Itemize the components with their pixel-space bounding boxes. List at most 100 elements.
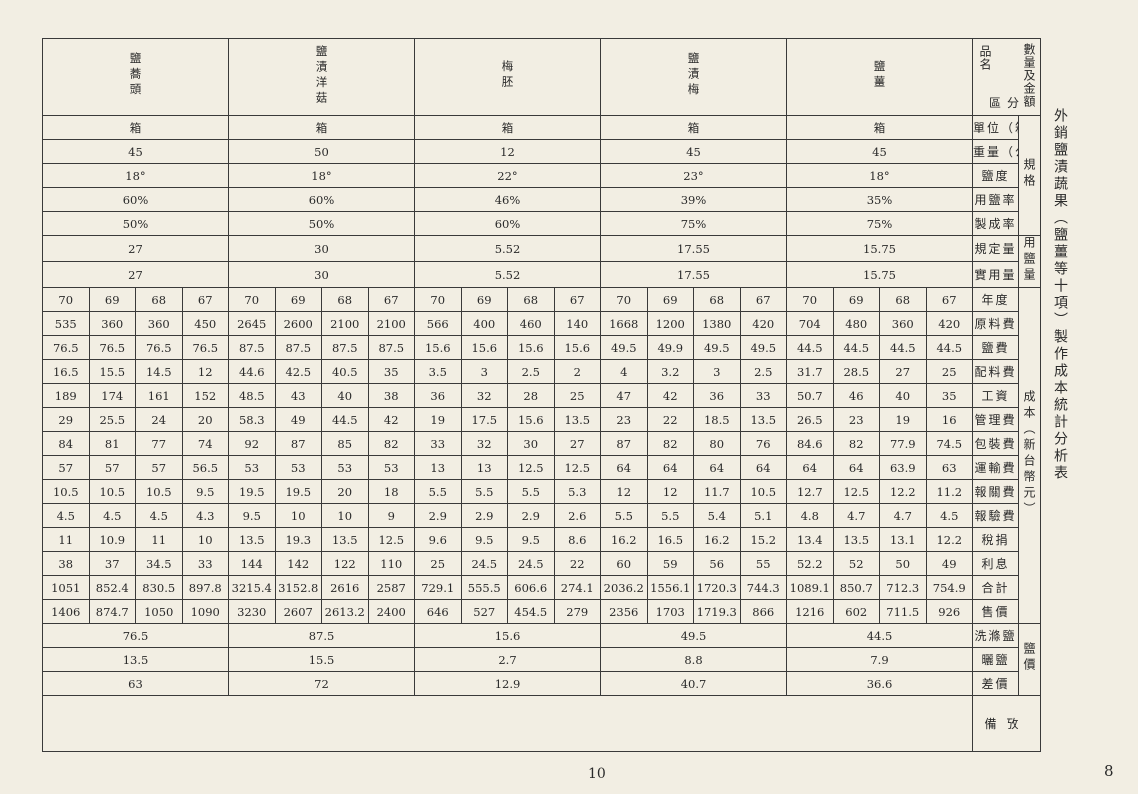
cost-value: 18.5 [693, 407, 741, 432]
cost-value: 49 [274, 407, 322, 432]
year-cell: 67 [181, 287, 229, 312]
cost-value: 19.5 [228, 479, 276, 504]
cost-value: 3.2 [646, 359, 694, 384]
cost-value: 5.5 [460, 479, 508, 504]
product-name: 梅胚 [500, 60, 515, 91]
cost-value: 420 [925, 311, 973, 336]
cost-value: 84.6 [786, 431, 834, 456]
row-label: 曬鹽 [972, 647, 1019, 672]
cost-value: 1719.3 [693, 599, 741, 624]
cost-value: 3215.4 [228, 575, 276, 600]
price-value: 44.5 [786, 623, 973, 648]
cost-value: 50.7 [786, 383, 834, 408]
row-label: 利息 [972, 551, 1019, 576]
cost-value: 1720.3 [693, 575, 741, 600]
cost-value: 76.5 [181, 335, 229, 360]
cost-value: 56 [693, 551, 741, 576]
cost-value: 42.5 [274, 359, 322, 384]
cost-value: 1556.1 [646, 575, 694, 600]
row-label: 配料費 [972, 359, 1019, 384]
cost-value: 64 [693, 455, 741, 480]
cost-value: 19 [879, 407, 927, 432]
spec-value: 27 [42, 261, 229, 288]
cost-value: 2613.2 [321, 599, 369, 624]
spec-value: 5.52 [414, 235, 601, 262]
cost-value: 2.6 [553, 503, 601, 528]
cost-value: 36 [693, 383, 741, 408]
cost-value: 274.1 [553, 575, 601, 600]
cost-value: 10 [321, 503, 369, 528]
cost-value: 1051 [42, 575, 90, 600]
cost-value: 4.5 [925, 503, 973, 528]
cost-value: 87 [274, 431, 322, 456]
cost-value: 44.5 [321, 407, 369, 432]
cost-value: 10.9 [88, 527, 136, 552]
cost-value: 19.5 [274, 479, 322, 504]
spec-value: 35% [786, 187, 973, 212]
cost-value: 13.5 [321, 527, 369, 552]
spec-value: 18° [42, 163, 229, 188]
cost-value: 32 [460, 431, 508, 456]
price-value: 40.7 [600, 671, 787, 696]
cost-value: 13.4 [786, 527, 834, 552]
cost-value: 2100 [367, 311, 415, 336]
cost-value: 42 [646, 383, 694, 408]
group-text: 用鹽量 [1022, 236, 1036, 285]
cost-value: 11.7 [693, 479, 741, 504]
cost-value: 13.5 [739, 407, 787, 432]
cost-value: 57 [42, 455, 90, 480]
spec-value: 60% [42, 187, 229, 212]
row-label: 單位（箱） [972, 115, 1019, 140]
cost-value: 2.9 [460, 503, 508, 528]
cost-value: 174 [88, 383, 136, 408]
cost-row: 10.5 10.5 10.5 9.5 19.5 19.5 20 18 5.5 5.5 5.5 5.3 1… [42, 479, 1041, 504]
cost-value: 12.2 [925, 527, 973, 552]
cost-value: 3.5 [414, 359, 462, 384]
cost-value: 2616 [321, 575, 369, 600]
cost-value: 17.5 [460, 407, 508, 432]
spec-value: 75% [786, 211, 973, 236]
price-value: 49.5 [600, 623, 787, 648]
cost-value: 44.5 [925, 335, 973, 360]
spec-value: 23° [600, 163, 787, 188]
cost-value: 2.5 [739, 359, 787, 384]
cost-value: 9.5 [181, 479, 229, 504]
group-text: 鹽價 [1022, 642, 1036, 674]
row-label: 鹽度 [972, 163, 1019, 188]
cost-value: 87.5 [367, 335, 415, 360]
cost-value: 25 [553, 383, 601, 408]
cost-value: 450 [181, 311, 229, 336]
cost-value: 2036.2 [600, 575, 648, 600]
year-cell: 67 [739, 287, 787, 312]
cost-value: 32 [460, 383, 508, 408]
cost-value: 5.5 [414, 479, 462, 504]
cost-value: 161 [135, 383, 183, 408]
header-division: 區分 [989, 96, 1026, 110]
product-cell: 鹽漬洋菇 [228, 38, 415, 116]
cost-value: 10 [274, 503, 322, 528]
cost-value: 279 [553, 599, 601, 624]
cost-value: 5.3 [553, 479, 601, 504]
cost-value: 2607 [274, 599, 322, 624]
spec-value: 75% [600, 211, 787, 236]
cost-value: 4.5 [42, 503, 90, 528]
cost-value: 76.5 [42, 335, 90, 360]
cost-value: 33 [181, 551, 229, 576]
spec-value: 50% [228, 211, 415, 236]
group-label: 鹽價 [1018, 623, 1041, 696]
cost-value: 9.5 [460, 527, 508, 552]
cost-value: 46 [832, 383, 880, 408]
cost-value: 4.3 [181, 503, 229, 528]
cost-value: 1668 [600, 311, 648, 336]
year-cell: 70 [600, 287, 648, 312]
spec-value: 27 [42, 235, 229, 262]
cost-value: 28 [507, 383, 555, 408]
cost-value: 11 [42, 527, 90, 552]
cost-value: 13.1 [879, 527, 927, 552]
cost-value: 2600 [274, 311, 322, 336]
spec-value: 12 [414, 139, 601, 164]
cost-value: 729.1 [414, 575, 462, 600]
cost-value: 64 [739, 455, 787, 480]
cost-value: 10.5 [42, 479, 90, 504]
spec-value: 30 [228, 235, 415, 262]
